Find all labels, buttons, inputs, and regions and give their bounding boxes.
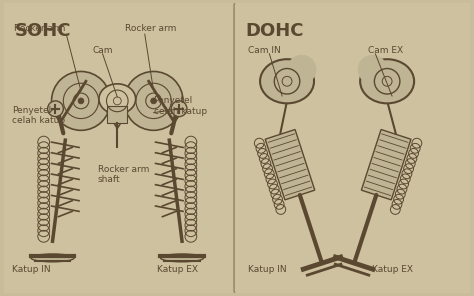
Text: DOHC: DOHC [246,22,304,40]
Circle shape [52,71,110,130]
FancyBboxPatch shape [2,1,236,295]
Text: Katup EX: Katup EX [156,265,198,274]
Text: Katup EX: Katup EX [373,265,413,274]
Ellipse shape [260,59,314,103]
Text: Katup IN: Katup IN [12,265,51,274]
FancyBboxPatch shape [108,106,127,123]
FancyBboxPatch shape [234,1,472,295]
Text: Rocker arm: Rocker arm [14,24,65,33]
Circle shape [124,71,183,130]
Text: SOHC: SOHC [14,22,71,40]
Circle shape [47,101,64,117]
Circle shape [287,55,317,84]
Ellipse shape [31,254,74,262]
Text: Cam EX: Cam EX [367,46,402,55]
Circle shape [151,98,156,104]
Ellipse shape [161,254,204,262]
Text: Penyetel
celah katup: Penyetel celah katup [12,106,65,125]
FancyBboxPatch shape [265,130,315,200]
FancyBboxPatch shape [361,130,411,200]
Text: Katup IN: Katup IN [248,265,286,274]
Polygon shape [99,84,136,128]
Circle shape [171,101,187,117]
Text: Rocker arm: Rocker arm [125,24,176,33]
Text: Cam IN: Cam IN [248,46,281,55]
Text: Rocker arm
shaft: Rocker arm shaft [98,165,149,184]
Circle shape [358,55,387,84]
Circle shape [78,98,84,104]
Ellipse shape [360,59,414,103]
Text: Cam: Cam [92,46,113,55]
Text: Penyetel
celah katup: Penyetel celah katup [154,96,207,115]
